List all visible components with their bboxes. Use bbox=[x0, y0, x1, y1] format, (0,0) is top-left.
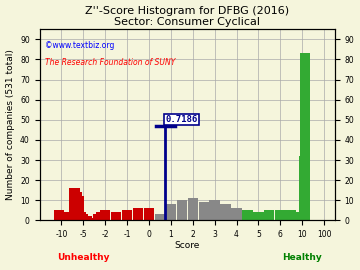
Bar bbox=[283, 212, 294, 220]
Bar bbox=[78, 214, 89, 220]
Text: Healthy: Healthy bbox=[282, 253, 322, 262]
Bar bbox=[294, 212, 305, 220]
Bar bbox=[72, 192, 82, 220]
Bar bbox=[56, 214, 67, 220]
Bar bbox=[286, 210, 296, 220]
Bar bbox=[155, 214, 165, 220]
Bar bbox=[89, 218, 99, 220]
Bar bbox=[280, 210, 291, 220]
Bar bbox=[300, 212, 310, 220]
Bar bbox=[242, 210, 253, 220]
Bar bbox=[199, 202, 209, 220]
Bar bbox=[300, 53, 310, 220]
Bar bbox=[231, 208, 242, 220]
Bar bbox=[54, 210, 64, 220]
Bar bbox=[67, 218, 77, 220]
Text: 0.7186: 0.7186 bbox=[166, 115, 198, 124]
Bar bbox=[297, 214, 307, 220]
Bar bbox=[264, 210, 274, 220]
Text: The Research Foundation of SUNY: The Research Foundation of SUNY bbox=[45, 58, 176, 67]
Bar bbox=[69, 188, 80, 220]
Bar bbox=[111, 212, 121, 220]
Bar bbox=[210, 200, 220, 220]
Bar bbox=[297, 212, 307, 220]
Bar bbox=[253, 212, 264, 220]
Bar bbox=[93, 214, 103, 220]
Bar bbox=[59, 212, 69, 220]
Y-axis label: Number of companies (531 total): Number of companies (531 total) bbox=[5, 49, 14, 200]
Bar bbox=[65, 218, 75, 220]
Bar bbox=[74, 196, 84, 220]
Bar bbox=[63, 217, 73, 220]
Bar bbox=[275, 210, 285, 220]
Title: Z''-Score Histogram for DFBG (2016)
Sector: Consumer Cyclical: Z''-Score Histogram for DFBG (2016) Sect… bbox=[85, 6, 289, 27]
Bar bbox=[133, 208, 143, 220]
Bar bbox=[278, 212, 288, 220]
Bar bbox=[82, 217, 92, 220]
Bar bbox=[188, 198, 198, 220]
Bar bbox=[100, 210, 111, 220]
Bar bbox=[298, 214, 308, 220]
X-axis label: Score: Score bbox=[175, 241, 200, 249]
Text: ©www.textbiz.org: ©www.textbiz.org bbox=[45, 41, 115, 50]
Bar bbox=[289, 212, 299, 220]
Bar bbox=[144, 208, 154, 220]
Bar bbox=[297, 212, 307, 220]
Bar bbox=[177, 200, 187, 220]
Bar bbox=[299, 156, 309, 220]
Bar bbox=[220, 204, 231, 220]
Text: Unhealthy: Unhealthy bbox=[57, 253, 109, 262]
Bar bbox=[85, 218, 96, 220]
Bar bbox=[298, 214, 308, 220]
Bar bbox=[96, 212, 107, 220]
Bar bbox=[297, 214, 308, 220]
Bar bbox=[166, 204, 176, 220]
Bar bbox=[122, 210, 132, 220]
Bar bbox=[61, 217, 71, 220]
Bar bbox=[76, 212, 86, 220]
Bar bbox=[292, 214, 302, 220]
Bar bbox=[300, 116, 310, 220]
Bar bbox=[297, 214, 308, 220]
